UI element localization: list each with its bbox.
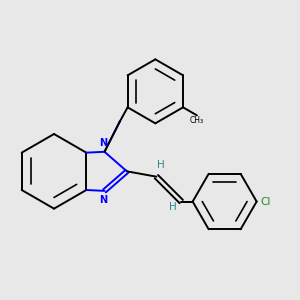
Text: N: N	[99, 195, 107, 205]
Text: H: H	[169, 202, 176, 212]
Text: CH₃: CH₃	[190, 116, 204, 125]
Text: N: N	[99, 137, 107, 148]
Text: H: H	[157, 160, 164, 170]
Text: Cl: Cl	[260, 196, 271, 206]
